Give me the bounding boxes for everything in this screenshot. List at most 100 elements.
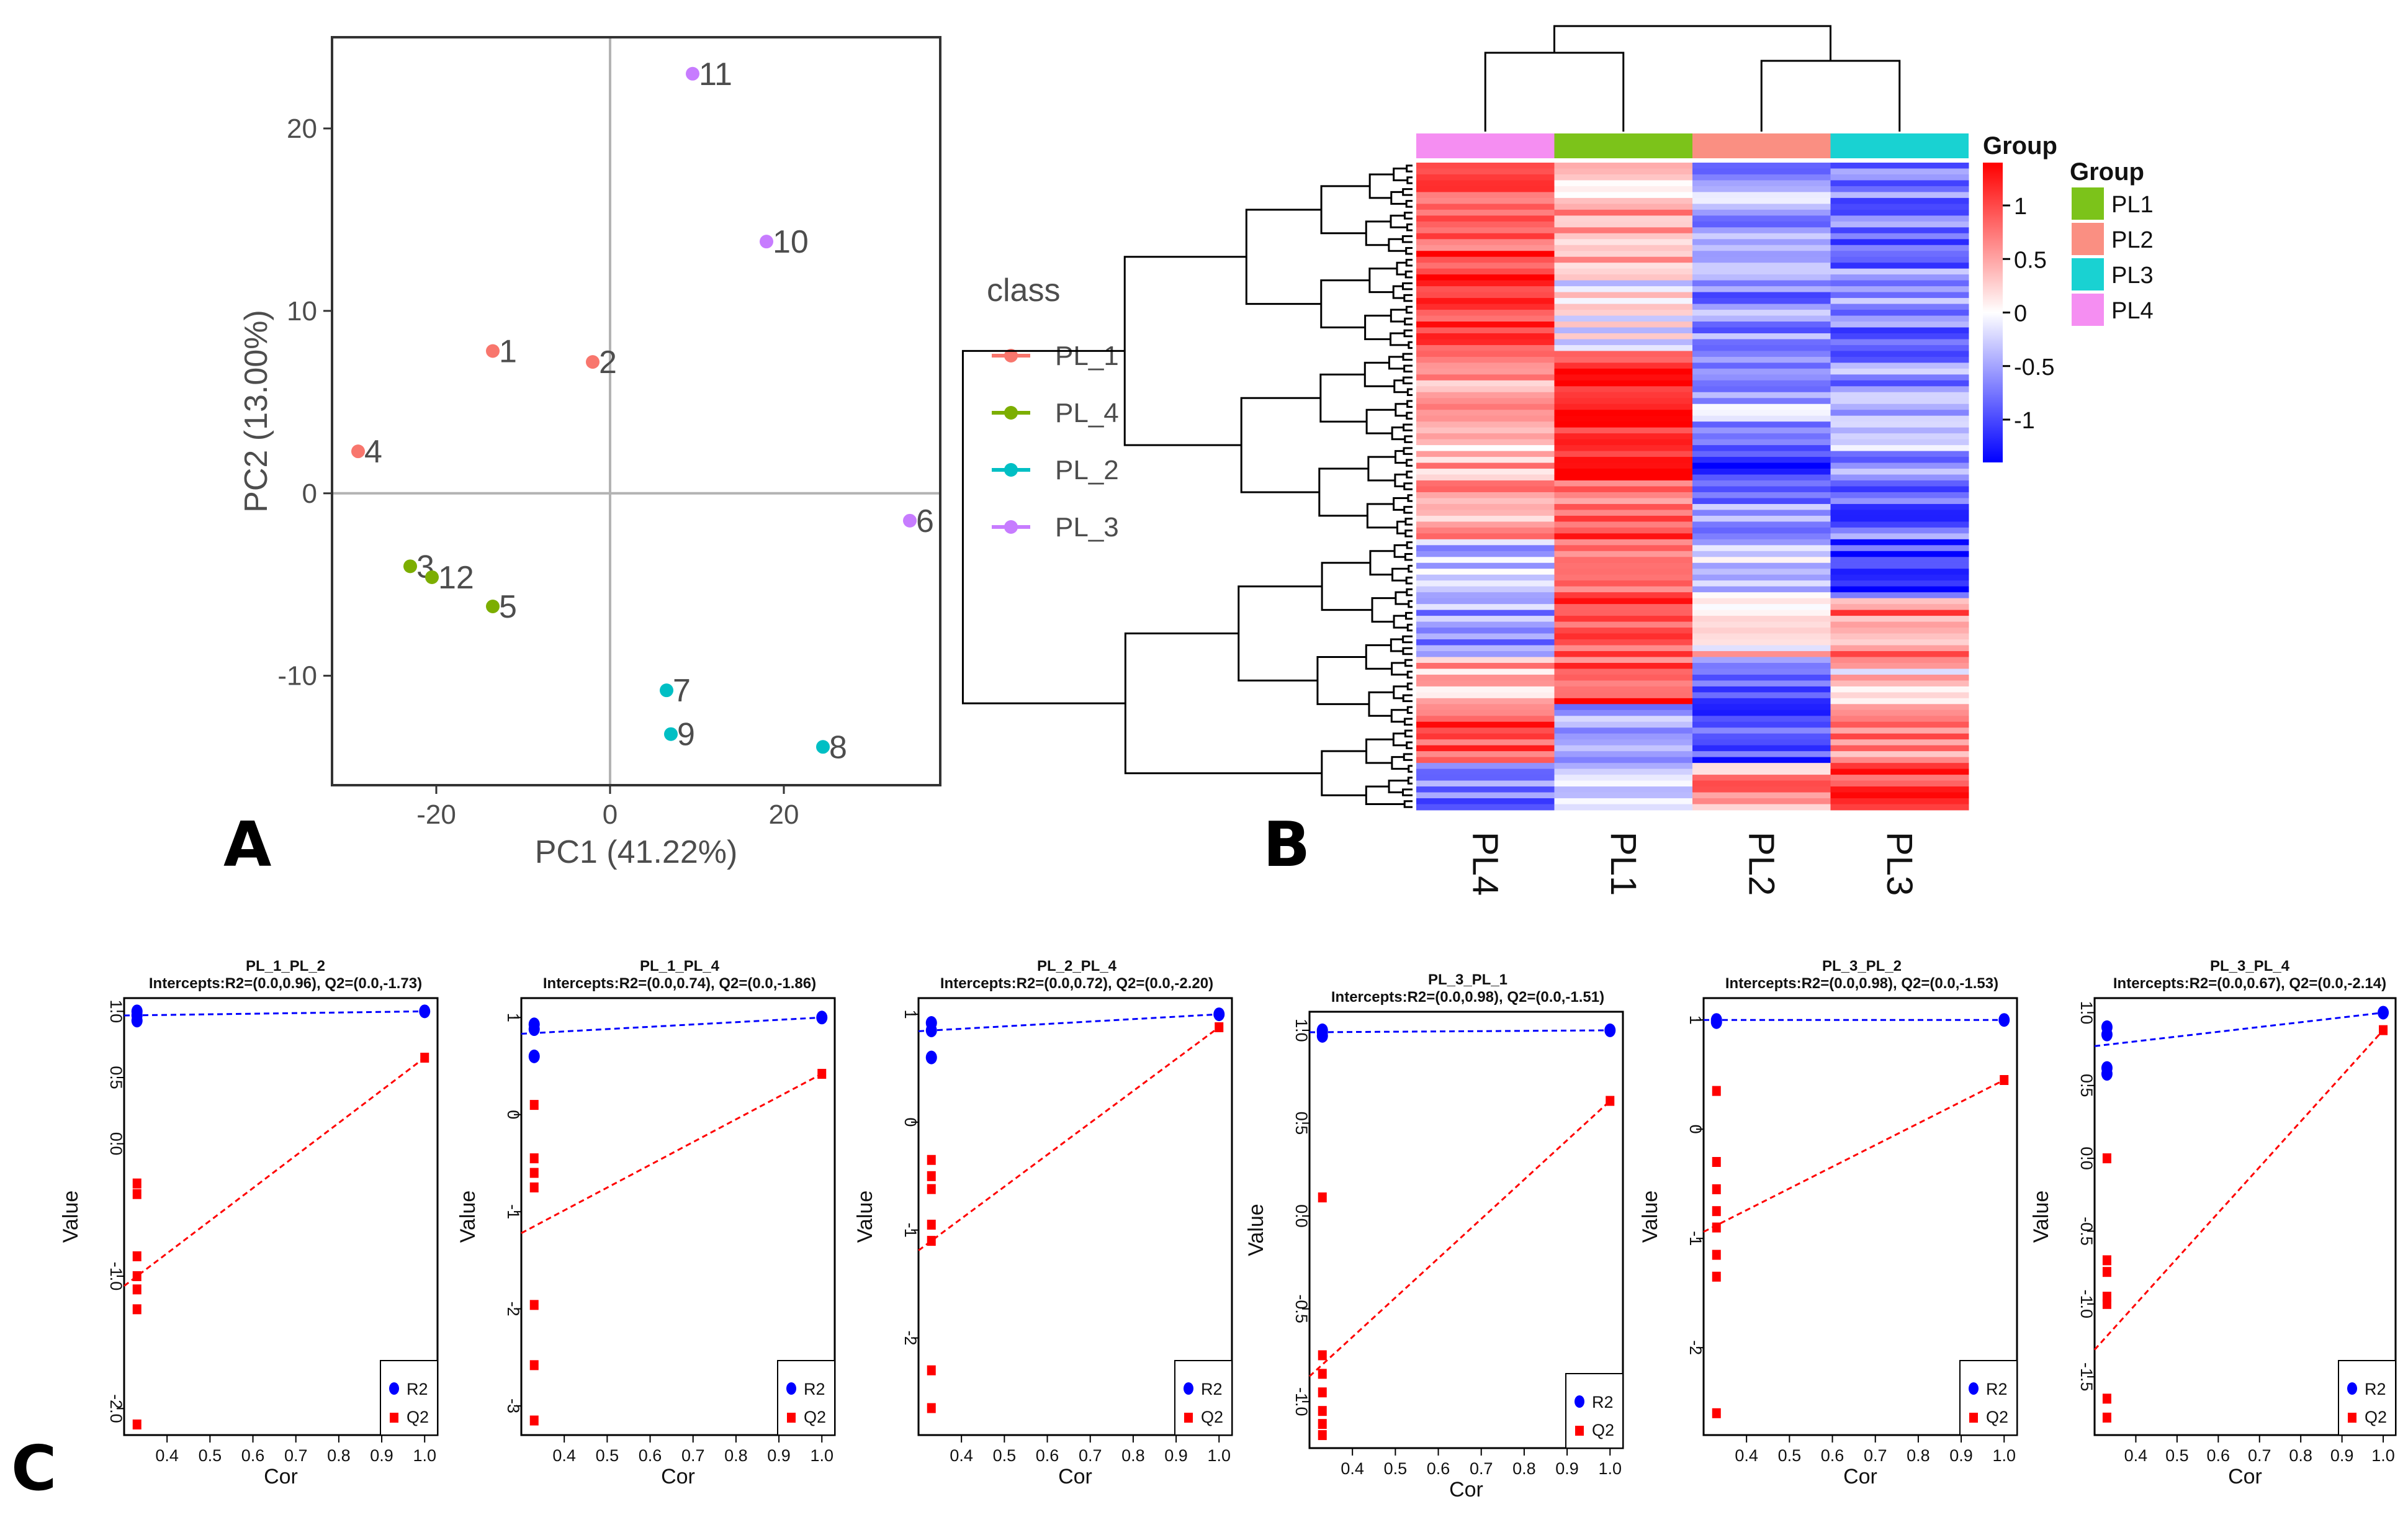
heatmap-cell xyxy=(1830,616,1969,623)
heatmap-row-dendro-branch xyxy=(1402,635,1413,644)
heatmap-cell xyxy=(1830,386,1969,393)
heatmap-cell xyxy=(1416,256,1555,263)
heatmap-cell xyxy=(1692,580,1831,587)
heatmap-cell xyxy=(1416,327,1555,334)
perm-q2-point xyxy=(927,1155,936,1165)
perm-x-tick-label: 0.9 xyxy=(2330,1446,2354,1465)
heatmap-cell xyxy=(1554,503,1693,510)
heatmap-cell xyxy=(1416,368,1555,375)
perm-q2-point xyxy=(1215,1022,1224,1032)
heatmap-row-dendro-branch xyxy=(1363,361,1395,387)
heatmap-group-bar xyxy=(1830,133,1969,158)
heatmap-cell xyxy=(1692,768,1831,775)
heatmap-cell xyxy=(1554,439,1693,446)
perm-y-tick-label: 1 xyxy=(1686,1015,1705,1025)
heatmap-cell xyxy=(1416,551,1555,557)
pca-point xyxy=(903,513,917,528)
heatmap-cell xyxy=(1554,551,1693,557)
heatmap-cell xyxy=(1692,451,1831,457)
heatmap-cell xyxy=(1830,233,1969,240)
heatmap-cell xyxy=(1830,204,1969,210)
pca-point xyxy=(486,599,500,613)
perm-legend-r2-marker xyxy=(1969,1382,1979,1395)
pca-point-label: 2 xyxy=(599,344,617,380)
perm-legend-q2-marker xyxy=(787,1413,796,1423)
heatmap-cell xyxy=(1554,704,1693,711)
heatmap-cell xyxy=(1416,616,1555,623)
heatmap-cell xyxy=(1830,692,1969,699)
perm-r2-point xyxy=(528,1049,540,1063)
heatmap-cell xyxy=(1554,498,1693,505)
heatmap-cell xyxy=(1416,421,1555,428)
heatmap-cell xyxy=(1554,292,1693,299)
heatmap-row-dendro-branch xyxy=(1403,506,1413,514)
heatmap-cell xyxy=(1416,462,1555,469)
heatmap-cell xyxy=(1830,380,1969,387)
perm-legend-r2-label: R2 xyxy=(804,1380,825,1398)
heatmap-cell xyxy=(1692,239,1831,246)
perm-r2-point xyxy=(528,1017,540,1032)
heatmap-row-dendro-branch xyxy=(1404,518,1413,526)
heatmap-row-dendro-branch xyxy=(1394,450,1407,464)
heatmap-cell xyxy=(1830,733,1969,740)
heatmap-row-dendro-branch xyxy=(1390,308,1407,323)
heatmap-row-dendro-branch xyxy=(1403,212,1413,220)
heatmap-cell xyxy=(1416,410,1555,416)
perm-q2-point xyxy=(529,1153,539,1164)
heatmap-cell xyxy=(1692,180,1831,187)
heatmap-cell xyxy=(1830,245,1969,251)
heatmap-cell xyxy=(1416,680,1555,687)
heatmap-cell xyxy=(1830,215,1969,222)
heatmap-cell xyxy=(1830,362,1969,369)
heatmap-cell xyxy=(1692,245,1831,251)
heatmap-cell xyxy=(1830,539,1969,546)
perm-x-tick-label: 0.7 xyxy=(1079,1446,1102,1465)
heatmap-cell xyxy=(1416,362,1555,369)
heatmap-cell xyxy=(1692,786,1831,793)
heatmap-cell xyxy=(1692,757,1831,763)
perm-x-tick-label: 0.9 xyxy=(767,1446,791,1465)
heatmap-cell xyxy=(1554,592,1693,599)
heatmap-cell xyxy=(1692,427,1831,434)
heatmap-row-dendro-branch xyxy=(1407,494,1413,502)
heatmap-cell xyxy=(1416,344,1555,351)
heatmap-cell xyxy=(1554,709,1693,716)
heatmap-cell xyxy=(1416,186,1555,192)
heatmap-cell xyxy=(1416,604,1555,611)
heatmap-cell xyxy=(1416,239,1555,246)
perm-legend-q2-marker xyxy=(1184,1413,1193,1423)
pca-legend-label: PL_2 xyxy=(1055,455,1119,485)
heatmap-cell xyxy=(1692,263,1831,269)
heatmap-cell xyxy=(1416,727,1555,734)
perm-r2-point xyxy=(2378,1006,2389,1020)
heatmap-row-dendro-branch xyxy=(1406,223,1413,232)
perm-legend-r2-label: R2 xyxy=(1986,1380,2008,1398)
heatmap-cell xyxy=(1416,598,1555,605)
heatmap-row-dendro-branch xyxy=(1393,614,1408,629)
heatmap-cell xyxy=(1830,533,1969,540)
heatmap-group-bar xyxy=(1554,133,1692,158)
heatmap-cell xyxy=(1692,674,1831,681)
perm-q2-point xyxy=(2102,1299,2111,1309)
heatmap-col-dendro-root xyxy=(1553,25,1831,61)
heatmap-cell xyxy=(1554,780,1693,787)
pca-point-label: 7 xyxy=(673,673,691,709)
heatmap-colorbar xyxy=(1983,163,2003,462)
heatmap-cell xyxy=(1416,298,1555,305)
heatmap-cell xyxy=(1416,351,1555,358)
heatmap-cell xyxy=(1416,545,1555,552)
heatmap-cell xyxy=(1830,268,1969,275)
heatmap-row-dendro-branch xyxy=(1367,456,1396,482)
perm-title: PL_1_PL_2 xyxy=(246,958,325,975)
heatmap-cell xyxy=(1416,709,1555,716)
heatmap-cell xyxy=(1554,209,1693,216)
heatmap-cell xyxy=(1554,192,1693,199)
heatmap-cell xyxy=(1830,786,1969,793)
heatmap-cell xyxy=(1830,580,1969,587)
heatmap-row-dendro-branch xyxy=(1403,753,1413,761)
heatmap-cell xyxy=(1554,639,1693,646)
heatmap-cell xyxy=(1554,362,1693,369)
heatmap-cell xyxy=(1830,739,1969,746)
perm-x-tick-label: 0.6 xyxy=(2207,1446,2231,1465)
heatmap-cell xyxy=(1830,662,1969,669)
